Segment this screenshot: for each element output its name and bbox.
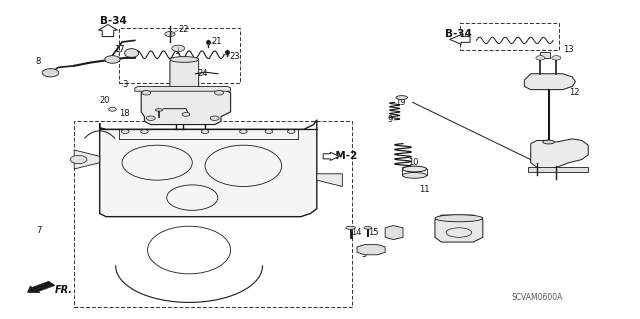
Ellipse shape — [403, 173, 427, 178]
FancyArrow shape — [323, 152, 339, 160]
Polygon shape — [531, 139, 588, 169]
Circle shape — [141, 130, 148, 133]
Bar — [74, 122, 352, 307]
FancyArrow shape — [99, 25, 118, 37]
Text: 20: 20 — [100, 96, 110, 105]
Ellipse shape — [170, 56, 198, 62]
Text: B-34: B-34 — [100, 16, 127, 26]
Text: 4: 4 — [389, 228, 394, 237]
FancyArrow shape — [450, 35, 470, 44]
Circle shape — [142, 91, 151, 95]
Circle shape — [42, 69, 59, 77]
Ellipse shape — [364, 226, 372, 229]
Polygon shape — [135, 86, 230, 91]
Bar — [119, 28, 240, 83]
Circle shape — [70, 155, 87, 164]
Text: 15: 15 — [368, 228, 378, 237]
Circle shape — [265, 130, 273, 133]
Text: 7: 7 — [36, 226, 41, 235]
Circle shape — [182, 113, 189, 116]
Text: 17: 17 — [115, 45, 125, 55]
Circle shape — [165, 32, 175, 37]
Circle shape — [147, 116, 156, 121]
Text: ⇒ M-2: ⇒ M-2 — [323, 151, 358, 161]
Text: 1: 1 — [174, 47, 180, 56]
FancyArrow shape — [28, 281, 55, 293]
Ellipse shape — [396, 96, 408, 100]
Circle shape — [239, 130, 247, 133]
Text: 16: 16 — [534, 155, 545, 164]
Text: 10: 10 — [408, 158, 419, 167]
Ellipse shape — [435, 215, 483, 222]
Ellipse shape — [346, 226, 355, 229]
Text: 11: 11 — [419, 185, 429, 194]
Text: 2: 2 — [145, 96, 150, 105]
Ellipse shape — [543, 140, 554, 144]
Circle shape — [214, 91, 223, 95]
Text: 8: 8 — [36, 56, 41, 65]
Circle shape — [105, 56, 120, 63]
Text: 9: 9 — [387, 115, 392, 124]
Polygon shape — [524, 74, 575, 90]
Text: 13: 13 — [563, 45, 573, 55]
Polygon shape — [357, 245, 385, 255]
Circle shape — [172, 45, 184, 51]
Text: 19: 19 — [396, 98, 406, 107]
Text: SCVAM0600A: SCVAM0600A — [511, 293, 563, 302]
Text: 23: 23 — [229, 52, 240, 61]
Circle shape — [201, 130, 209, 133]
Ellipse shape — [125, 49, 139, 57]
Circle shape — [287, 130, 295, 133]
Polygon shape — [74, 150, 100, 169]
Circle shape — [552, 56, 561, 60]
Polygon shape — [385, 226, 403, 240]
Text: 22: 22 — [178, 26, 189, 34]
Text: 24: 24 — [197, 69, 208, 78]
Text: 21: 21 — [211, 38, 222, 47]
Text: 3: 3 — [122, 80, 127, 89]
Text: 5: 5 — [362, 250, 367, 259]
Circle shape — [536, 56, 545, 60]
Ellipse shape — [156, 109, 163, 111]
Circle shape — [109, 108, 116, 111]
Text: FR.: FR. — [55, 285, 73, 295]
Polygon shape — [540, 51, 550, 58]
Ellipse shape — [403, 166, 427, 172]
Text: 12: 12 — [569, 88, 580, 97]
Text: 20: 20 — [170, 109, 180, 118]
Polygon shape — [141, 90, 230, 124]
Circle shape — [210, 116, 219, 121]
Text: 14: 14 — [351, 228, 361, 237]
Polygon shape — [527, 167, 588, 172]
Polygon shape — [317, 174, 342, 187]
Text: 6: 6 — [445, 226, 450, 235]
Polygon shape — [100, 120, 317, 217]
Bar — [461, 23, 559, 50]
Polygon shape — [435, 215, 483, 242]
Text: 18: 18 — [119, 109, 129, 118]
Polygon shape — [170, 59, 198, 90]
Circle shape — [122, 130, 129, 133]
Text: B-34: B-34 — [445, 29, 472, 39]
